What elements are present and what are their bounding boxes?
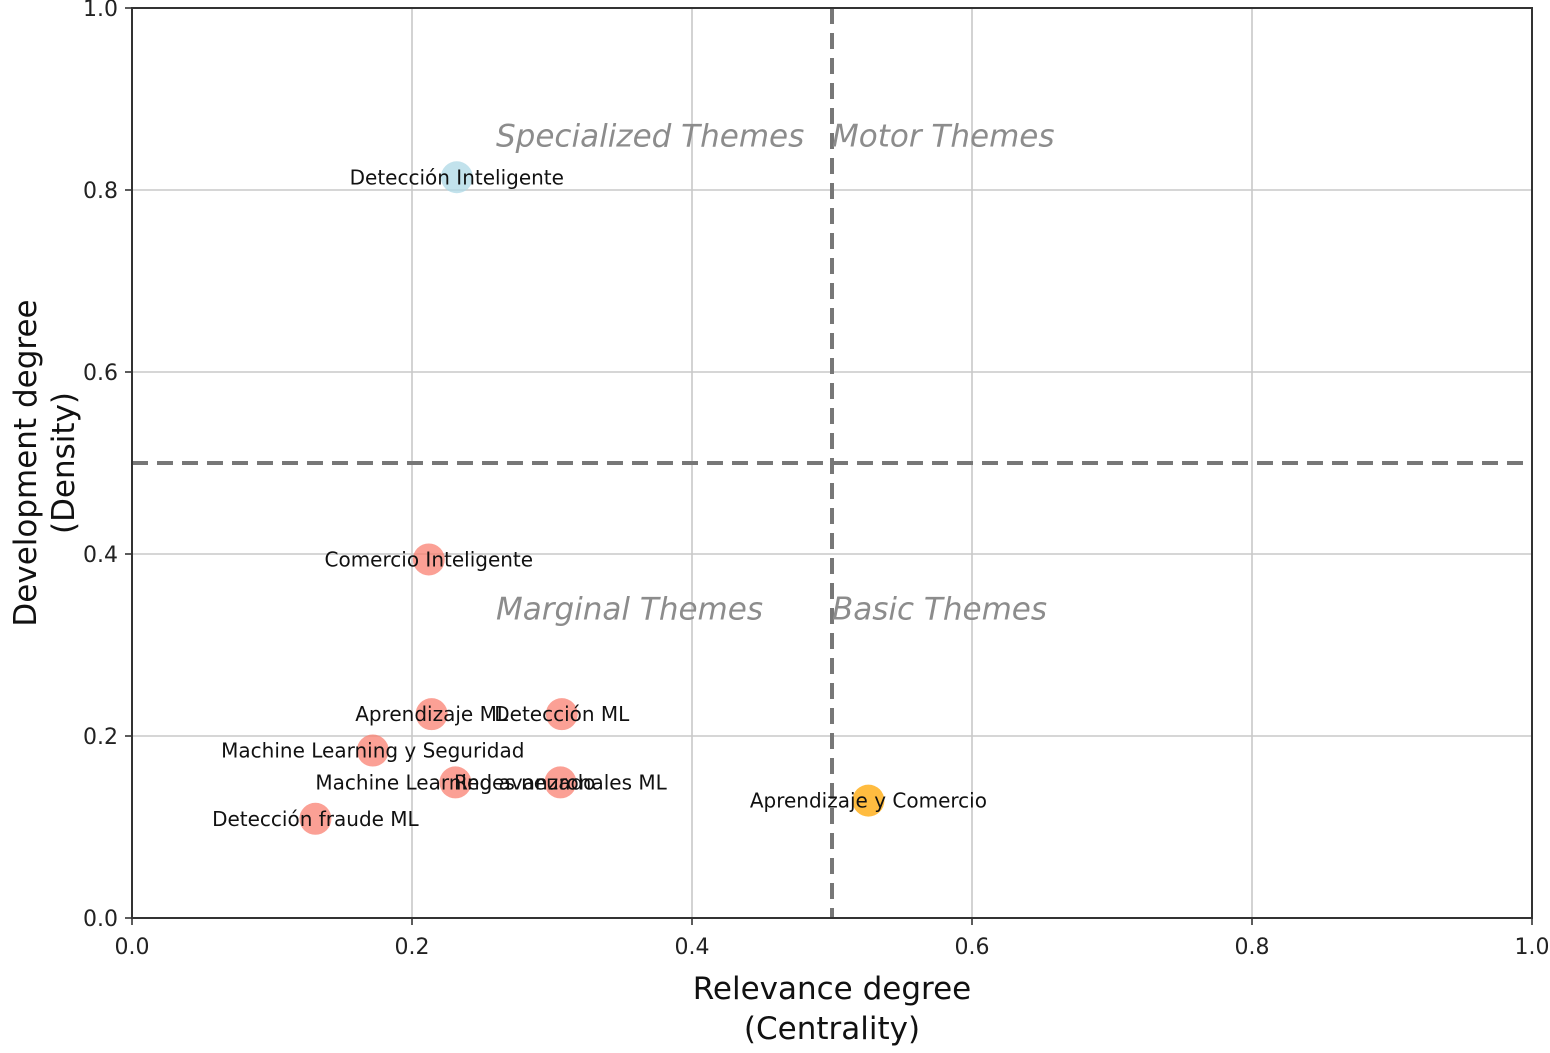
data-points [299,161,885,835]
y-axis-title-line-1: Development degree [8,299,44,626]
x-tick-label-3: 0.6 [955,935,990,960]
x-axis-title-line-1: Relevance degree [693,971,972,1007]
y-tick-label-0: 0.0 [83,907,118,932]
motor-themes-label: Motor Themes [832,118,1055,154]
basic-themes-label: Basic Themes [832,592,1047,628]
quadrant-labels: Specialized Themes Motor Themes Marginal T… [496,118,1055,627]
data-point-6 [544,766,577,799]
data-point-2 [415,698,448,731]
y-tick-label-4: 0.8 [83,179,118,204]
data-label-6: Redes neuronales ML [454,770,668,794]
data-point-1 [412,543,445,576]
axes: 0.0 0.2 0.4 0.6 0.8 1.0 0.0 0.2 0.4 0.6 0.8 1.0 Rele… [8,0,1550,1047]
specialized-themes-label: Specialized Themes [496,118,804,154]
x-axis-title-line-2: (Centrality) [744,1011,920,1047]
data-label-0: Detección Inteligente [350,165,564,189]
data-point-7 [299,802,332,835]
y-axis-title-line-2: (Density) [46,392,82,534]
data-label-7: Detección fraude ML [212,807,419,831]
x-tick-label-4: 0.8 [1235,935,1270,960]
point-labels: Detección Inteligente Comercio Inteligent… [212,165,987,831]
y-tick-label-2: 0.4 [83,543,118,568]
data-label-1: Comercio Inteligente [325,547,534,571]
data-point-0 [440,161,473,194]
data-point-3 [545,698,578,731]
reference-lines [132,8,1532,918]
x-tick-label-5: 1.0 [1515,935,1550,960]
data-label-5: Machine Learning avanzado [315,770,595,794]
marginal-themes-label: Marginal Themes [496,592,763,628]
y-tick-label-1: 0.2 [83,725,118,750]
data-label-3: Detección ML [494,702,630,726]
data-point-4 [356,734,389,767]
data-label-2: Aprendizaje ML [355,702,509,726]
data-point-8 [852,784,885,817]
plot-frame [131,7,1533,919]
data-label-4: Machine Learning y Seguridad [221,739,524,763]
y-tick-label-3: 0.6 [83,361,118,386]
data-label-8: Aprendizaje y Comercio [750,789,987,813]
x-tick-label-2: 0.4 [675,935,710,960]
y-tick-label-5: 1.0 [83,0,118,22]
data-point-5 [439,766,472,799]
x-tick-label-1: 0.2 [395,935,430,960]
x-tick-label-0: 0.0 [115,935,150,960]
